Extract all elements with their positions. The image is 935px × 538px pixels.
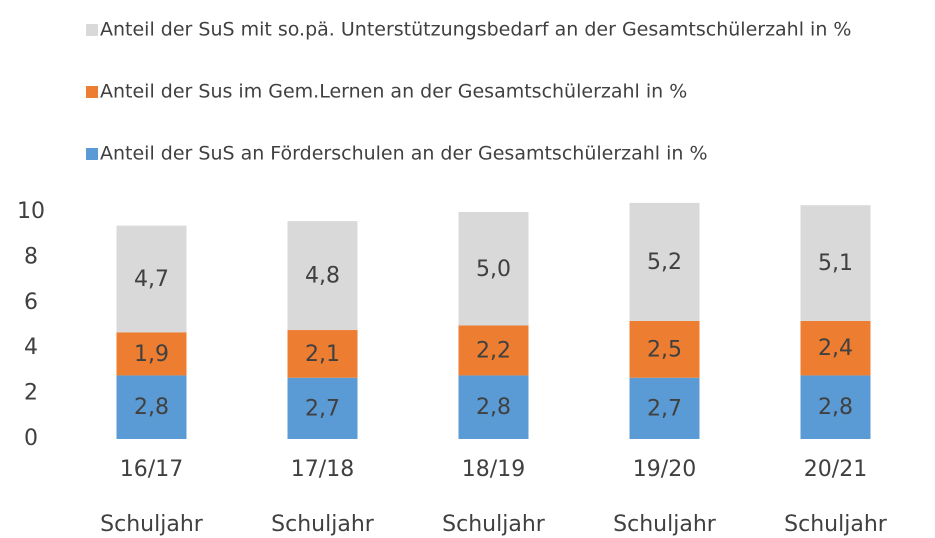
value-label: 5,2 [647, 250, 682, 275]
x-tick-label: 18/19 [462, 457, 525, 482]
y-tick-label: 2 [24, 381, 38, 406]
x-tick-label: Schuljahr [784, 512, 888, 537]
y-tick-label: 0 [24, 426, 38, 451]
x-tick-label: 17/18 [291, 457, 354, 482]
legend-label: Anteil der SuS mit so.pä. Unterstützungs… [100, 19, 851, 41]
x-tick-label: Schuljahr [442, 512, 546, 537]
x-tick-label: 20/21 [804, 457, 867, 482]
bar-segment [458, 375, 529, 439]
value-label: 4,8 [305, 264, 340, 289]
value-label: 2,8 [476, 395, 511, 420]
value-label: 2,4 [818, 336, 853, 361]
value-label: 2,2 [476, 338, 511, 363]
bar-segment [287, 221, 358, 331]
value-label: 4,7 [134, 267, 169, 292]
value-label: 2,7 [647, 396, 682, 421]
bar-segment [629, 377, 700, 439]
value-label: 2,8 [818, 395, 853, 420]
value-label: 2,7 [305, 396, 340, 421]
x-tick-label: 19/20 [633, 457, 696, 482]
bar-segment [800, 375, 871, 439]
bar-segment [116, 225, 187, 333]
y-tick-label: 4 [24, 335, 38, 360]
value-label: 2,8 [134, 395, 169, 420]
legend-swatch [86, 148, 98, 160]
bar-segment [800, 205, 871, 321]
legend-label: Anteil der Sus im Gem.Lernen an der Gesa… [100, 81, 687, 103]
bar-segment [287, 330, 358, 378]
x-tick-label: 16/17 [120, 457, 183, 482]
legend-swatch [86, 86, 98, 98]
value-label: 5,1 [818, 251, 853, 276]
bar-segment [287, 377, 358, 439]
y-tick-label: 8 [24, 244, 38, 269]
x-tick-label: Schuljahr [613, 512, 717, 537]
value-label: 5,0 [476, 257, 511, 282]
x-tick-label: Schuljahr [271, 512, 375, 537]
bar-segment [629, 320, 700, 378]
value-label: 2,1 [305, 342, 340, 367]
y-tick-label: 10 [17, 199, 45, 224]
value-label: 1,9 [134, 342, 169, 367]
legend-label: Anteil der SuS an Förderschulen an der G… [100, 143, 708, 165]
bar-segment [116, 332, 187, 376]
value-label: 2,5 [647, 337, 682, 362]
bar-segment [800, 320, 871, 376]
bar-segment [458, 212, 529, 326]
bar-segment [458, 325, 529, 376]
x-tick-label: Schuljahr [100, 512, 204, 537]
bar-segment [116, 375, 187, 439]
legend-swatch [86, 24, 98, 36]
y-tick-label: 6 [24, 290, 38, 315]
bar-segment [629, 202, 700, 321]
